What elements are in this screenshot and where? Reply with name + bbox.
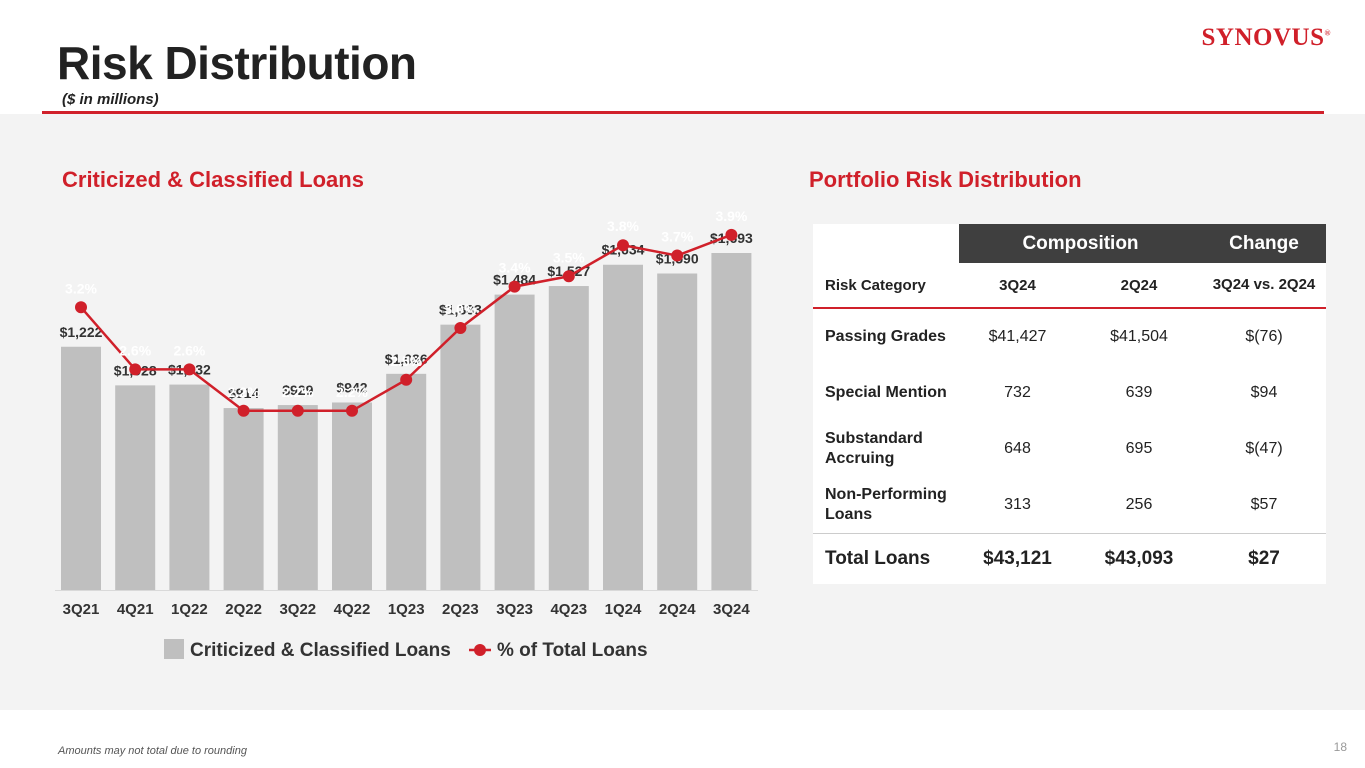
bar-label-3Q21: $1,222 (60, 324, 103, 340)
pct-label-3Q21: 3.2% (65, 280, 97, 296)
col-change: 3Q24 vs. 2Q24 (1212, 276, 1316, 293)
bar-label-1Q23: $1,086 (385, 351, 428, 367)
pct-point-3Q21 (75, 301, 87, 314)
legend-bar-swatch (164, 639, 184, 659)
pct-label-3Q24: 3.9% (715, 208, 747, 224)
table-row: Passing Grades $41,427 $41,504 $(76) (825, 328, 1283, 345)
pct-point-1Q24 (617, 239, 629, 252)
bar-label-3Q22: $929 (282, 382, 313, 398)
x-tick-1Q24: 1Q24 (605, 601, 642, 618)
bar-4Q22 (332, 402, 372, 590)
bar-3Q23 (494, 294, 535, 590)
x-tick-2Q23: 2Q23 (442, 601, 479, 618)
x-tick-2Q22: 2Q22 (225, 601, 262, 618)
pct-point-1Q23 (400, 373, 413, 386)
logo-text: SYNOVUS (1201, 24, 1325, 51)
table-row: Special Mention 732 639 $94 (825, 384, 1278, 401)
pct-point-3Q23 (508, 280, 521, 293)
bar-3Q21 (61, 346, 101, 590)
bar-2Q24 (657, 273, 698, 590)
page-subtitle: ($ in millions) (62, 91, 159, 108)
right-section-title: Portfolio Risk Distribution (809, 167, 1082, 192)
change-header: Change (1202, 224, 1326, 263)
x-tick-3Q24: 3Q24 (713, 601, 750, 618)
composition-header: Composition (959, 224, 1202, 263)
pct-label-3Q23: 3.4% (499, 260, 531, 276)
pct-label-1Q23: 2.5% (390, 353, 422, 369)
bar-4Q21 (115, 385, 156, 590)
x-tick-2Q24: 2Q24 (659, 601, 696, 618)
bar-2Q22 (223, 408, 264, 590)
bar-2Q23 (440, 324, 481, 590)
col-3q24: 3Q24 (999, 276, 1036, 294)
pct-point-2Q22 (237, 404, 250, 417)
synovus-logo: SYNOVUS® (1202, 24, 1331, 52)
x-tick-3Q21: 3Q21 (63, 601, 100, 618)
bar-3Q24 (711, 253, 752, 590)
pct-point-4Q23 (562, 270, 575, 283)
x-tick-3Q23: 3Q23 (496, 601, 533, 618)
risk-distribution-table: Composition Change Risk Category 3Q24 2Q… (813, 224, 1326, 584)
pct-label-4Q21: 2.6% (119, 342, 151, 358)
pct-label-1Q22: 2.6% (173, 342, 205, 358)
pct-label-3Q22: 2.2% (282, 384, 314, 400)
left-section-title: Criticized & Classified Loans (62, 167, 364, 192)
pct-point-3Q22 (291, 404, 304, 417)
pct-point-3Q24 (725, 228, 738, 241)
legend-line-label: % of Total Loans (497, 640, 648, 661)
bar-label-4Q22: $942 (336, 379, 367, 395)
col-2q24: 2Q24 (1120, 276, 1158, 294)
bar-label-2Q23: $1,333 (439, 302, 482, 318)
x-tick-4Q22: 4Q22 (334, 601, 371, 618)
x-tick-1Q22: 1Q22 (171, 601, 208, 618)
pct-label-2Q24: 3.7% (661, 229, 693, 245)
bar-1Q22 (169, 384, 210, 590)
pct-label-2Q23: 3.0% (444, 301, 476, 317)
legend-bar-label: Criticized & Classified Loans (190, 640, 451, 661)
pct-label-4Q22: 2.2% (336, 384, 368, 400)
x-tick-4Q23: 4Q23 (550, 601, 587, 618)
footnote: Amounts may not total due to rounding (58, 745, 247, 757)
page-title: Risk Distribution (57, 37, 417, 89)
bar-label-2Q22: $914 (228, 385, 259, 401)
bar-1Q24 (603, 264, 643, 590)
pct-point-2Q24 (671, 249, 684, 262)
x-tick-1Q23: 1Q23 (388, 601, 425, 618)
legend-line-marker (474, 644, 486, 656)
pct-label-2Q22: 2.2% (228, 384, 260, 400)
table-row: Non-Performing Loans 313 256 $57 (813, 477, 1326, 534)
pct-label-4Q23: 3.5% (553, 249, 585, 265)
bar-4Q23 (548, 286, 589, 590)
pct-label-1Q24: 3.8% (607, 218, 639, 234)
x-tick-3Q22: 3Q22 (279, 601, 316, 618)
page-number: 18 (1333, 740, 1347, 754)
x-tick-4Q21: 4Q21 (117, 601, 154, 618)
table-total-row: Total Loans $43,121 $43,093 $27 (813, 534, 1326, 584)
logo-mark: ® (1324, 28, 1331, 38)
title-divider (42, 111, 1324, 114)
pct-point-2Q23 (454, 322, 467, 334)
pct-point-4Q22 (346, 404, 358, 417)
table-row: Substandard Accruing 648 695 $(47) (825, 430, 1283, 467)
pct-point-1Q22 (183, 363, 196, 376)
bar-3Q22 (277, 405, 318, 590)
criticized-loans-chart: $1,2223Q21$1,0284Q21$1,0321Q22$9142Q22$9… (55, 208, 758, 661)
bar-1Q23 (386, 373, 427, 590)
col-risk-category: Risk Category (825, 276, 926, 294)
pct-point-4Q21 (129, 363, 142, 376)
table-column-header: Risk Category 3Q24 2Q24 3Q24 vs. 2Q24 (813, 263, 1326, 309)
table-group-header: Composition Change (813, 224, 1326, 263)
